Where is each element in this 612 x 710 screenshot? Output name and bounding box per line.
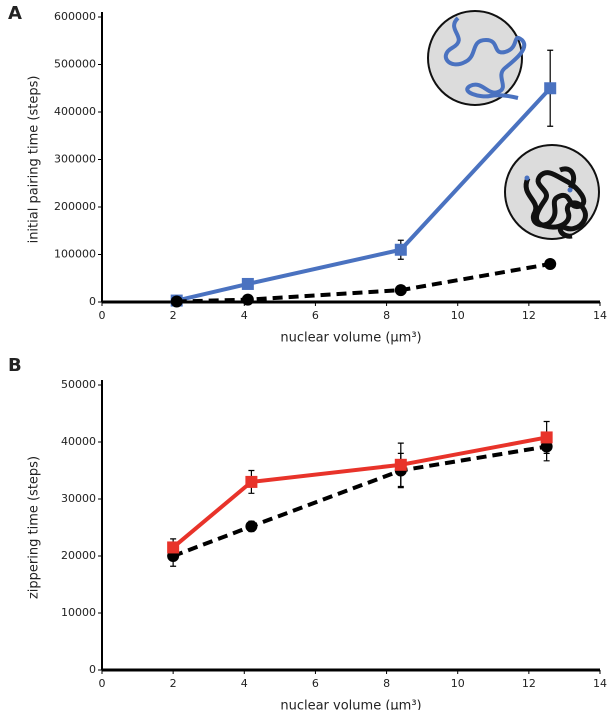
series — [167, 420, 553, 557]
x-tick-label: 12 — [522, 309, 536, 322]
series — [170, 49, 557, 307]
panel-label: B — [8, 355, 22, 376]
x-tick-label: 6 — [312, 309, 319, 322]
marker — [241, 277, 254, 290]
y-tick-label: 40000 — [61, 435, 96, 448]
y-tick-label: 20000 — [61, 549, 96, 562]
x-tick-label: 2 — [170, 309, 177, 322]
y-tick-label: 600000 — [54, 10, 96, 23]
marker — [540, 431, 553, 444]
x-tick-label: 4 — [241, 309, 248, 322]
series-line — [171, 435, 548, 549]
x-tick-label: 10 — [451, 677, 465, 690]
marker — [394, 458, 407, 471]
y-tick-label: 0 — [89, 663, 96, 676]
series-line — [176, 86, 552, 303]
y-tick-label: 30000 — [61, 492, 96, 505]
marker — [170, 295, 183, 308]
series — [170, 258, 557, 308]
x-tick-label: 8 — [383, 677, 390, 690]
marker — [544, 82, 557, 95]
x-tick-label: 0 — [99, 309, 106, 322]
inset-illustration — [427, 10, 600, 240]
x-tick-label: 2 — [170, 677, 177, 690]
series-line — [172, 444, 547, 558]
y-tick-label: 200000 — [54, 200, 96, 213]
marker — [245, 475, 258, 488]
y-axis-label: zippering time (steps) — [27, 456, 42, 599]
x-tick-label: 12 — [522, 677, 536, 690]
x-tick-label: 14 — [593, 677, 607, 690]
series-line — [176, 262, 551, 304]
y-tick-label: 300000 — [54, 153, 96, 166]
marker — [394, 243, 407, 256]
y-tick-label: 100000 — [54, 248, 96, 261]
marker — [394, 284, 407, 297]
panel-label: A — [8, 3, 22, 24]
y-axis-label: initial pairing time (steps) — [27, 76, 42, 244]
series — [167, 431, 553, 567]
y-tick-label: 400000 — [54, 105, 96, 118]
y-tick-label: 10000 — [61, 606, 96, 619]
marker — [241, 293, 254, 306]
x-tick-label: 0 — [99, 677, 106, 690]
x-tick-label: 6 — [312, 677, 319, 690]
x-tick-label: 10 — [451, 309, 465, 322]
y-tick-label: 50000 — [61, 378, 96, 391]
x-axis-label: nuclear volume (μm³) — [280, 699, 421, 710]
marker — [167, 541, 180, 554]
x-tick-label: 8 — [383, 309, 390, 322]
x-axis-label: nuclear volume (μm³) — [280, 331, 421, 346]
marker — [245, 520, 258, 533]
marker — [544, 258, 557, 270]
x-tick-label: 4 — [241, 677, 248, 690]
y-tick-label: 0 — [89, 295, 96, 308]
x-tick-label: 14 — [593, 309, 607, 322]
y-tick-label: 500000 — [54, 58, 96, 71]
